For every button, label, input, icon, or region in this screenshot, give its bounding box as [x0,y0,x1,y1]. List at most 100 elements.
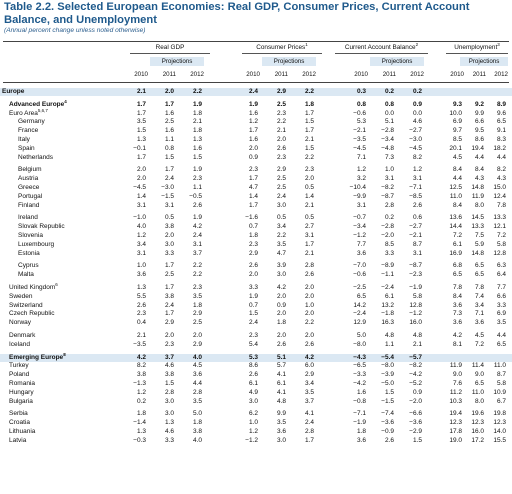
table-cell: −2.4 [381,284,394,291]
table-row: Belgium 2.0 1.7 1.9 2.3 2.9 2.3 1.2 1.0 1.2 8.4 8.4… [0,166,512,174]
table-cell: 8.0 [474,397,484,405]
table-row: Slovenia 1.2 2.0 2.4 1.8 2.2 3.1 −1.2 −2.0 −2.1 7.… [0,232,512,240]
table-cell: 8.5 [384,240,394,248]
table-cell: 2.8 [164,388,174,396]
table-cell: 11.9 [449,362,462,370]
table-cell: 2.0 [304,310,314,318]
table-cell: 2.9 [304,371,314,379]
table-cell: 1.2 [248,118,258,126]
table-cell: 7.2 [452,232,462,239]
table-cell: 1.2 [412,166,422,174]
table-row: Europe 2.1 2.0 2.2 2.4 2.9 2.2 0.3 0.2 0.2 [0,88,512,96]
table-cell: 2.5 [164,118,174,126]
table-cell: −3.5 [353,136,366,143]
group-underline [130,53,210,54]
table-cell: −2.3 [409,271,422,279]
table-cell: −1.1 [381,271,394,279]
table-cell: 9.2 [474,100,484,108]
table-row: Serbia 1.8 3.0 5.0 6.2 9.9 4.1 −7.1 −7.4 −6.6 19.4… [0,410,512,418]
table-cell: 2.2 [192,262,202,270]
row-name: Czech Republic [9,310,55,318]
table-cell: 2.9 [276,88,286,95]
row-label: Norway [9,319,31,327]
table-cell: −1.6 [245,214,258,222]
table-cell: 4.8 [384,332,394,339]
row-name: Italy [18,136,30,143]
table-cell: 10.3 [449,397,462,405]
table-cell: 3.2 [356,175,366,183]
table-cell: 1.0 [248,419,258,427]
table-cell: 3.8 [164,292,174,300]
table-cell: 17.8 [449,428,462,435]
table-cell: 6.6 [496,292,506,300]
table-cell: 0.5 [164,214,174,222]
row-label: Cyprus [18,262,39,270]
table-cell: 2.1 [276,127,286,135]
table-cell: 1.7 [164,284,174,291]
table-cell: 1.0 [136,262,146,270]
table-cell: 2.0 [276,332,286,339]
table-cell: 1.4 [304,192,314,200]
table-cell: 3.9 [276,262,286,270]
table-cell: 3.7 [304,397,314,405]
table-cell: 4.2 [192,223,202,231]
row-name: Finland [18,201,40,209]
table-cell: −1.9 [353,419,366,427]
table-cell: 4.3 [474,175,484,183]
table-cell: 3.7 [164,353,174,361]
table-cell: 2.2 [304,319,314,327]
row-label: Estonia [18,250,40,258]
table-cell: 16.9 [449,249,462,257]
table-cell: 3.1 [356,201,366,209]
year-header: 2010 [450,71,464,78]
table-cell: 3.1 [304,232,314,239]
row-name: Euro Area [9,109,38,117]
table-cell: −8.0 [353,340,366,348]
table-cell: 4.2 [304,353,314,361]
row-name: France [18,127,39,135]
table-cell: 5.5 [136,292,146,300]
table-cell: 0.2 [412,88,422,95]
table-title: Table 2.2. Selected European Economies: … [4,1,470,26]
table-cell: −2.8 [381,223,394,231]
table-cell: 3.5 [496,319,506,327]
table-cell: 6.5 [474,262,484,270]
row-name: Spain [18,144,35,152]
table-cell: 6.5 [356,292,366,300]
table-cell: 1.5 [248,310,258,318]
table-cell: −7.0 [353,262,366,270]
table-cell: 2.0 [304,332,314,339]
table-cell: 1.5 [412,436,422,444]
row-label: Italy [18,136,30,144]
table-cell: −3.4 [353,223,366,231]
table-cell: 4.4 [192,380,202,387]
row-name: United Kingdom [9,284,56,291]
table-cell: 4.1 [276,371,286,379]
table-cell: 4.5 [474,332,484,339]
table-cell: 1.1 [384,340,394,348]
table-cell: 13.2 [381,301,394,309]
table-row: Romania −1.3 1.5 4.4 6.1 6.1 3.4 −4.2 −5.0 −5.2 7.… [0,380,512,388]
footnote-marker: 8 [63,351,66,357]
table-cell: 6.4 [496,271,506,279]
year-header: 2012 [410,71,424,78]
table-row: France 1.5 1.6 1.8 1.7 2.1 1.7 −2.1 −2.8 −2.7 9.7 9… [0,127,512,135]
group-header-label: Current Account Balance [344,44,416,51]
table-cell: 3.6 [356,249,366,257]
table-cell: 0.8 [356,100,366,108]
table-cell: 2.3 [136,310,146,318]
table-cell: 1.6 [164,109,174,117]
table-cell: 1.7 [136,153,146,161]
row-label: Emerging Europe8 [9,351,66,362]
table-cell: 8.4 [452,201,462,209]
table-cell: 1.8 [248,232,258,239]
table-cell: −4.5 [353,144,366,152]
row-label: Iceland [9,341,30,349]
table-cell: −0.9 [381,428,394,435]
table-cell: 6.7 [496,397,506,405]
row-label: Romania [9,380,35,388]
table-cell: 2.1 [304,249,314,257]
table-cell: 7.3 [384,153,394,161]
table-cell: 8.3 [496,136,506,143]
table-cell: 2.2 [192,88,202,95]
